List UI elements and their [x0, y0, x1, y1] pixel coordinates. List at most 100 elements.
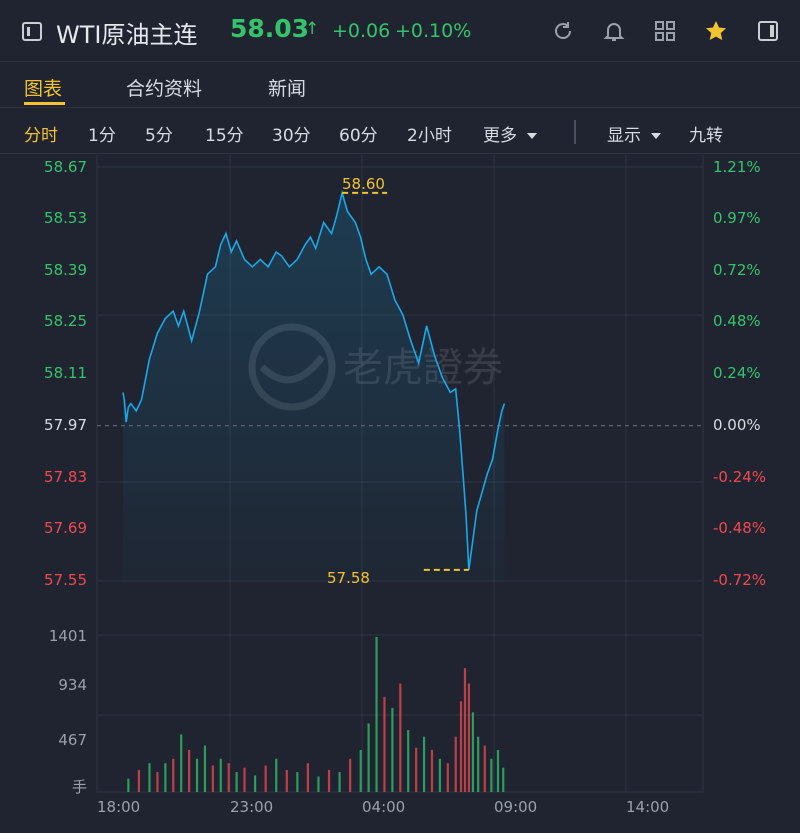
axis-label: 57.97	[44, 415, 87, 434]
volume-bar	[454, 736, 457, 792]
chart-canvas: 老虎證券	[96, 155, 704, 793]
tab-chart[interactable]: 图表	[24, 78, 63, 100]
volume-bar	[306, 763, 309, 792]
low-label: 57.58	[327, 569, 370, 587]
volume-bar	[438, 758, 441, 792]
period-15m[interactable]: 15分	[205, 126, 244, 146]
axis-label: -0.48%	[713, 519, 767, 538]
volume-bar	[391, 707, 394, 792]
volume-bar	[219, 758, 222, 792]
volume-bar	[446, 763, 449, 792]
display-label: 显示	[607, 126, 641, 146]
period-30m[interactable]: 30分	[272, 126, 311, 146]
display-dropdown[interactable]: 显示	[607, 121, 661, 146]
volume-bar	[367, 723, 370, 792]
volume-bar	[349, 758, 352, 792]
axis-label: 0.00%	[713, 415, 761, 434]
volume-bar	[285, 769, 288, 792]
price-change: +0.06	[332, 20, 391, 42]
volume-bar	[359, 749, 362, 792]
volume-bar	[383, 696, 386, 792]
period-1m[interactable]: 1分	[88, 126, 116, 146]
volume-bar	[422, 736, 426, 792]
period-2h[interactable]: 2小时	[407, 126, 452, 146]
up-arrow-icon: ↑	[305, 19, 320, 39]
bell-icon[interactable]	[602, 19, 626, 43]
axis-label: 0.97%	[713, 208, 761, 227]
volume-bar	[496, 749, 500, 792]
axis-label: 58.53	[44, 208, 87, 227]
axis-label: 09:00	[494, 798, 538, 816]
volume-bar	[490, 758, 493, 792]
volume-bar	[188, 749, 191, 792]
last-price: 58.03	[230, 14, 310, 43]
period-60m[interactable]: 60分	[339, 126, 378, 146]
volume-bar	[317, 776, 320, 792]
axis-label: -0.24%	[713, 467, 767, 486]
axis-label: 0.72%	[713, 260, 761, 279]
axis-label: 1401	[48, 627, 87, 645]
nine-turn-toggle[interactable]: 九转	[689, 126, 723, 146]
chart-area[interactable]: 老虎證券 58.60 57.58 58.67 58.53 58.39 58.25 58.…	[0, 155, 800, 833]
price-area	[123, 192, 505, 581]
volume-bar	[463, 668, 467, 792]
axis-label: 0.48%	[713, 312, 761, 331]
axis-label: 18:00	[97, 798, 141, 816]
tab-news[interactable]: 新闻	[268, 78, 307, 100]
tab-bar: 图表 合约资料 新闻	[0, 62, 800, 108]
volume-bar	[327, 769, 331, 792]
chevron-down-icon	[527, 133, 537, 139]
axis-label: 58.25	[44, 312, 87, 331]
star-icon[interactable]	[704, 19, 728, 43]
axis-label: -0.72%	[713, 571, 767, 589]
volume-bar	[430, 749, 434, 792]
volume-bar	[264, 765, 267, 792]
volume-bar	[227, 763, 230, 792]
refresh-icon[interactable]	[551, 19, 575, 43]
active-tab-indicator	[24, 102, 65, 105]
tab-contract-info[interactable]: 合约资料	[126, 78, 203, 100]
header: WTI原油主连 58.03 ↑ +0.06 +0.10%	[0, 0, 800, 62]
axis-label: 58.11	[44, 364, 87, 382]
volume-bar	[407, 730, 410, 792]
chevron-down-icon	[651, 133, 661, 139]
volume-bar	[477, 736, 480, 792]
volume-bar	[180, 734, 183, 792]
volume-bar	[164, 763, 167, 792]
volume-bar	[338, 772, 341, 792]
period-intraday[interactable]: 分时	[24, 126, 58, 146]
volume-bar	[127, 778, 130, 792]
volume-bar	[211, 765, 214, 792]
axis-label: 934	[58, 676, 87, 694]
volume-bar	[375, 637, 378, 792]
axis-label: 467	[58, 731, 87, 749]
panel-icon[interactable]	[756, 19, 780, 43]
volume-bar	[399, 683, 402, 792]
volume-bar	[235, 772, 238, 792]
volume-bar	[296, 772, 299, 792]
volume-bar	[467, 683, 471, 792]
volume-bar	[502, 767, 505, 792]
grid-icon[interactable]	[653, 19, 677, 43]
axis-label: 58.67	[44, 158, 87, 176]
price-line	[122, 189, 506, 571]
axis-label: 0.24%	[713, 364, 761, 382]
volume-bar	[195, 758, 199, 792]
volume-bar	[137, 769, 141, 792]
axis-label: 58.39	[44, 260, 87, 279]
period-5m[interactable]: 5分	[145, 126, 173, 146]
axis-label: 14:00	[626, 798, 670, 816]
divider	[574, 120, 576, 144]
axis-label: 57.69	[44, 519, 87, 538]
period-more-dropdown[interactable]: 更多	[483, 121, 537, 146]
volume-bar	[471, 712, 474, 792]
sidebar-toggle-icon[interactable]	[22, 22, 42, 41]
volume-bar	[415, 747, 418, 792]
axis-label: 57.83	[44, 467, 87, 486]
instrument-title: WTI原油主连	[56, 21, 198, 49]
volume-bar	[459, 701, 463, 792]
volume-bar	[483, 745, 486, 792]
volume-bar	[148, 763, 151, 792]
axis-label: 手	[71, 778, 87, 796]
axis-label: 57.55	[44, 571, 87, 589]
